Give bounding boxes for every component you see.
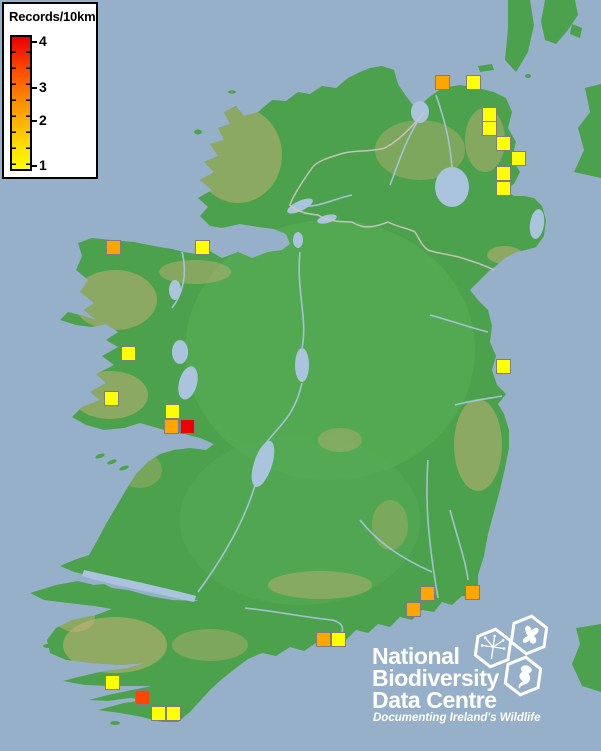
hexagon-seahorse-icon (503, 655, 543, 697)
legend-label-2: 2 (39, 112, 47, 128)
legend-label-3: 3 (39, 79, 47, 95)
legend-gradient-bar (10, 35, 32, 171)
record-square[interactable] (496, 136, 511, 151)
logo-line-2: Biodiversity (372, 665, 499, 691)
record-square[interactable] (105, 675, 120, 690)
record-square[interactable] (435, 75, 450, 90)
record-square[interactable] (195, 240, 210, 255)
ni-border-line (289, 111, 495, 271)
logo-line-1: National (372, 643, 460, 669)
record-square[interactable] (104, 391, 119, 406)
legend-title: Records/10km (9, 9, 96, 24)
neighbour-land (505, 0, 601, 692)
record-square[interactable] (406, 602, 421, 617)
record-square[interactable] (420, 586, 435, 601)
record-square[interactable] (466, 75, 481, 90)
legend-tick-4 (32, 41, 37, 43)
record-square[interactable] (482, 107, 497, 122)
legend-tick-3 (32, 87, 37, 89)
legend-ticks-right (26, 37, 30, 169)
record-square[interactable] (151, 706, 166, 721)
record-square[interactable] (164, 419, 179, 434)
relief-shading (55, 107, 523, 673)
legend: Records/10km 4 3 2 1 (2, 2, 98, 179)
record-square[interactable] (465, 585, 480, 600)
record-square[interactable] (496, 181, 511, 196)
hexagon-plant-icon (473, 627, 513, 669)
legend-tick-1 (32, 165, 37, 167)
record-square[interactable] (511, 151, 526, 166)
nbdc-hexagons-icon (473, 614, 549, 697)
lakes (82, 101, 545, 602)
legend-ticks-left (12, 37, 16, 169)
hexagon-butterfly-icon (509, 614, 549, 656)
record-square[interactable] (331, 632, 346, 647)
rivers (171, 94, 503, 633)
legend-label-1: 1 (39, 157, 47, 173)
record-square[interactable] (496, 359, 511, 374)
legend-tick-2 (32, 120, 37, 122)
record-square[interactable] (121, 346, 136, 361)
legend-label-4: 4 (39, 33, 47, 49)
record-square[interactable] (166, 706, 181, 721)
record-square[interactable] (482, 121, 497, 136)
logo-tagline: Documenting Ireland's Wildlife (373, 712, 541, 724)
record-square[interactable] (180, 419, 195, 434)
record-square[interactable] (496, 166, 511, 181)
record-square[interactable] (165, 404, 180, 419)
record-square[interactable] (106, 240, 121, 255)
logo-line-3: Data Centre (372, 687, 497, 713)
record-square[interactable] (135, 690, 150, 705)
record-square[interactable] (316, 632, 331, 647)
